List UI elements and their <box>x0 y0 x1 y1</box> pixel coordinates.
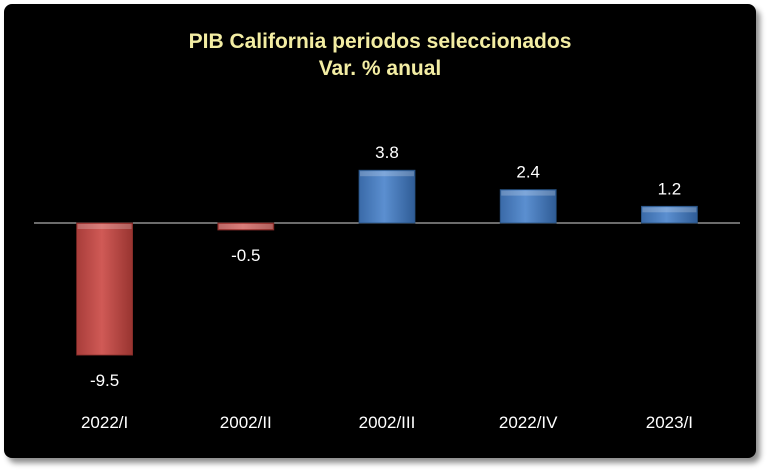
bar-2002-III <box>358 169 416 224</box>
chart-title: PIB California periodos seleccionados <box>188 30 572 53</box>
data-label: 2.4 <box>516 163 540 182</box>
bars-group <box>76 169 698 356</box>
chart-frame: PIB California periodos seleccionados Va… <box>4 4 756 458</box>
x-tick-label: 2002/II <box>220 413 272 432</box>
x-tick-label: 2002/III <box>359 413 416 432</box>
bar-highlight <box>77 224 132 229</box>
x-tick-label: 2022/IV <box>499 413 558 432</box>
data-label: -9.5 <box>90 371 119 390</box>
bar-highlight <box>360 171 414 177</box>
bar-chart: -9.5-0.53.82.41.2 2022/I 2002/II 2002/III 2… <box>34 143 740 432</box>
bar-highlight <box>501 190 556 196</box>
x-tick-label: 2022/I <box>81 413 128 432</box>
data-label: 3.8 <box>375 143 399 162</box>
bar-2002-II <box>217 222 275 231</box>
x-tick-label: 2023/I <box>646 413 693 432</box>
data-label: 1.2 <box>658 179 682 198</box>
bar-highlight <box>218 224 273 229</box>
chart-subtitle: Var. % anual <box>318 57 442 80</box>
data-label: -0.5 <box>231 246 260 265</box>
bar-2023-I <box>641 205 698 224</box>
bar-2022-IV <box>499 189 557 224</box>
bar-highlight <box>642 207 697 213</box>
x-tick-labels-group: 2022/I 2002/II 2002/III 2022/IV 2023/I <box>81 413 693 432</box>
bar-2022-I <box>76 222 133 356</box>
data-labels-group: -9.5 -0.5 3.8 2.4 1.2 <box>90 143 681 390</box>
